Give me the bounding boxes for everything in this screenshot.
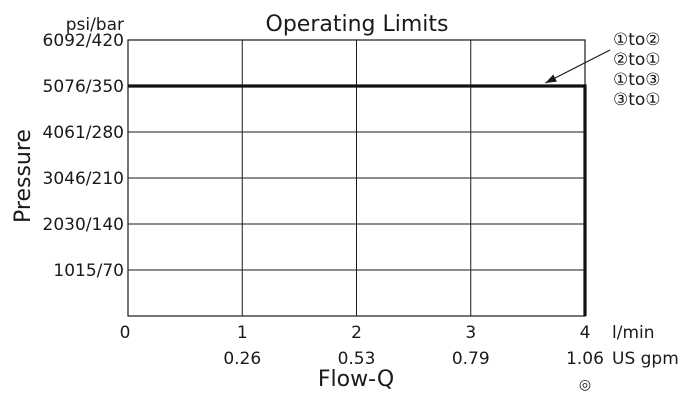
x-axis-title: Flow-Q <box>318 367 394 392</box>
y-tick-label: 1015/70 <box>53 261 124 281</box>
x-tick-label: 1 <box>237 323 248 343</box>
x-tick-label: 4 <box>580 323 591 343</box>
y-tick-labels: 1015/70 2030/140 3046/210 4061/280 5076/350 6… <box>43 31 124 281</box>
y-tick-label: 2030/140 <box>43 215 124 235</box>
x-unit-label: l/min <box>612 323 655 343</box>
legend-entry: ②to① <box>613 50 661 70</box>
legend-entry: ①to② <box>613 30 661 50</box>
chart-title: Operating Limits <box>266 12 449 37</box>
y-unit-label: psi/bar <box>66 15 124 35</box>
y-tick-label: 5076/350 <box>43 77 124 97</box>
legend-entry: ①to③ <box>613 70 661 90</box>
x-tick-label: 2 <box>351 323 362 343</box>
x-tick-label-secondary: 0.79 <box>452 349 490 369</box>
series-line-operating-limit <box>128 84 587 316</box>
series-layer <box>128 84 587 316</box>
annotation-arrowhead <box>545 74 557 83</box>
footer-symbol: ◎ <box>579 377 591 393</box>
x-tick-labels: 0 1 0.26 2 0.53 3 0.79 4 1.06 <box>120 323 604 369</box>
x-tick-label-secondary: 0.53 <box>338 349 376 369</box>
y-tick-label: 3046/210 <box>43 169 124 189</box>
x-tick-label-secondary: 0.26 <box>223 349 261 369</box>
y-axis-title: Pressure <box>11 129 36 223</box>
x-tick-label: 3 <box>465 323 476 343</box>
legend-entry: ③to① <box>613 90 661 110</box>
x-tick-label-secondary: 1.06 <box>566 349 604 369</box>
annotation-leader-line <box>545 49 611 84</box>
y-tick-label: 6092/420 <box>43 31 124 51</box>
grid-layer <box>127 39 586 317</box>
x-secondary-unit-label: US gpm <box>612 349 679 369</box>
x-tick-label: 0 <box>120 323 131 343</box>
y-tick-label: 4061/280 <box>43 123 124 143</box>
